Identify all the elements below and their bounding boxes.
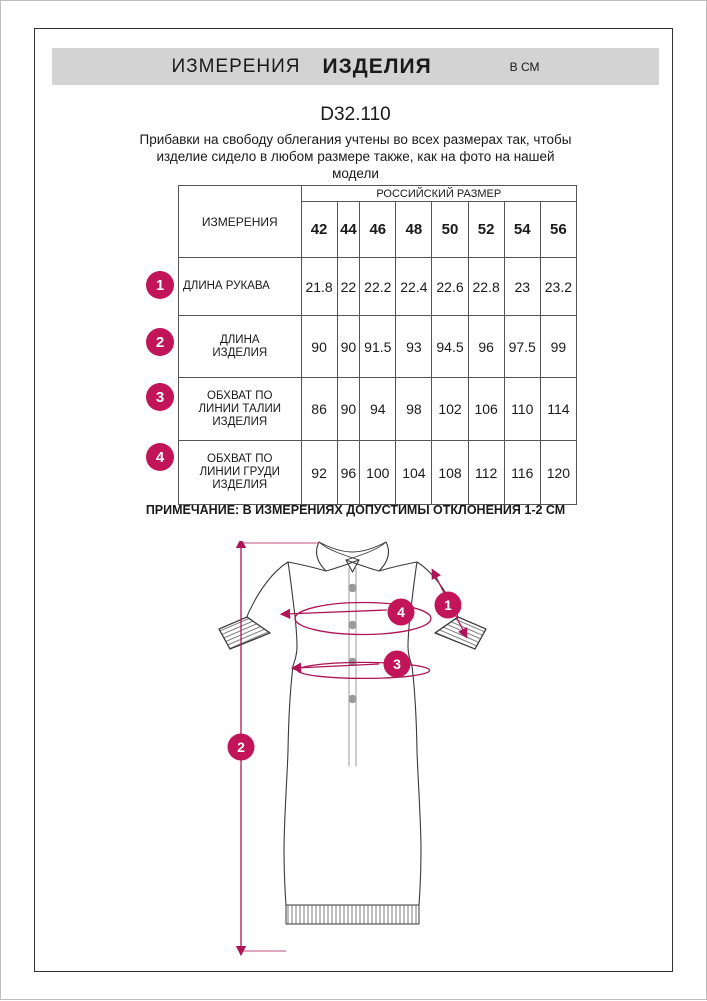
svg-text:2: 2 bbox=[237, 739, 245, 755]
svg-text:3: 3 bbox=[393, 656, 401, 672]
svg-text:1: 1 bbox=[444, 597, 452, 613]
svg-text:4: 4 bbox=[397, 604, 405, 620]
